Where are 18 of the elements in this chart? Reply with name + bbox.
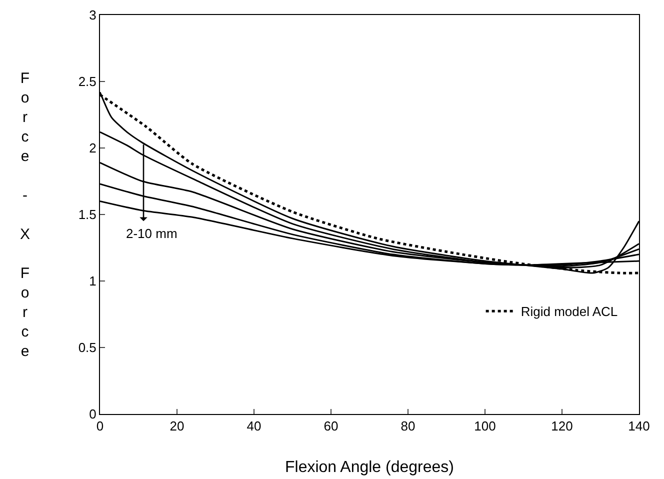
- text: Force - X Force: [20, 70, 30, 360]
- x-tick-label: 40: [246, 418, 262, 434]
- x-tick-label: 100: [474, 418, 496, 434]
- y-tick-label: 2.5: [78, 74, 96, 90]
- x-tick-label: 80: [400, 418, 416, 434]
- legend-label: Rigid model ACL: [520, 304, 618, 320]
- x-tick-label: 140: [628, 418, 650, 434]
- y-tick-label: 2: [89, 140, 96, 156]
- x-tick-label: 60: [324, 418, 338, 434]
- y-tick-label: 3: [89, 8, 96, 23]
- x-axis-title: Flexion Angle (degrees): [285, 459, 454, 476]
- x-tick-label: 20: [170, 418, 184, 434]
- y-tick-label: 0.5: [78, 340, 96, 356]
- annotation: 2-10 mm: [126, 226, 178, 241]
- y-tick-label: 1: [89, 274, 96, 289]
- x-tick-label: 120: [551, 418, 573, 434]
- y-tick-label: 1.5: [78, 207, 96, 222]
- y-tick-label: 0: [89, 406, 96, 422]
